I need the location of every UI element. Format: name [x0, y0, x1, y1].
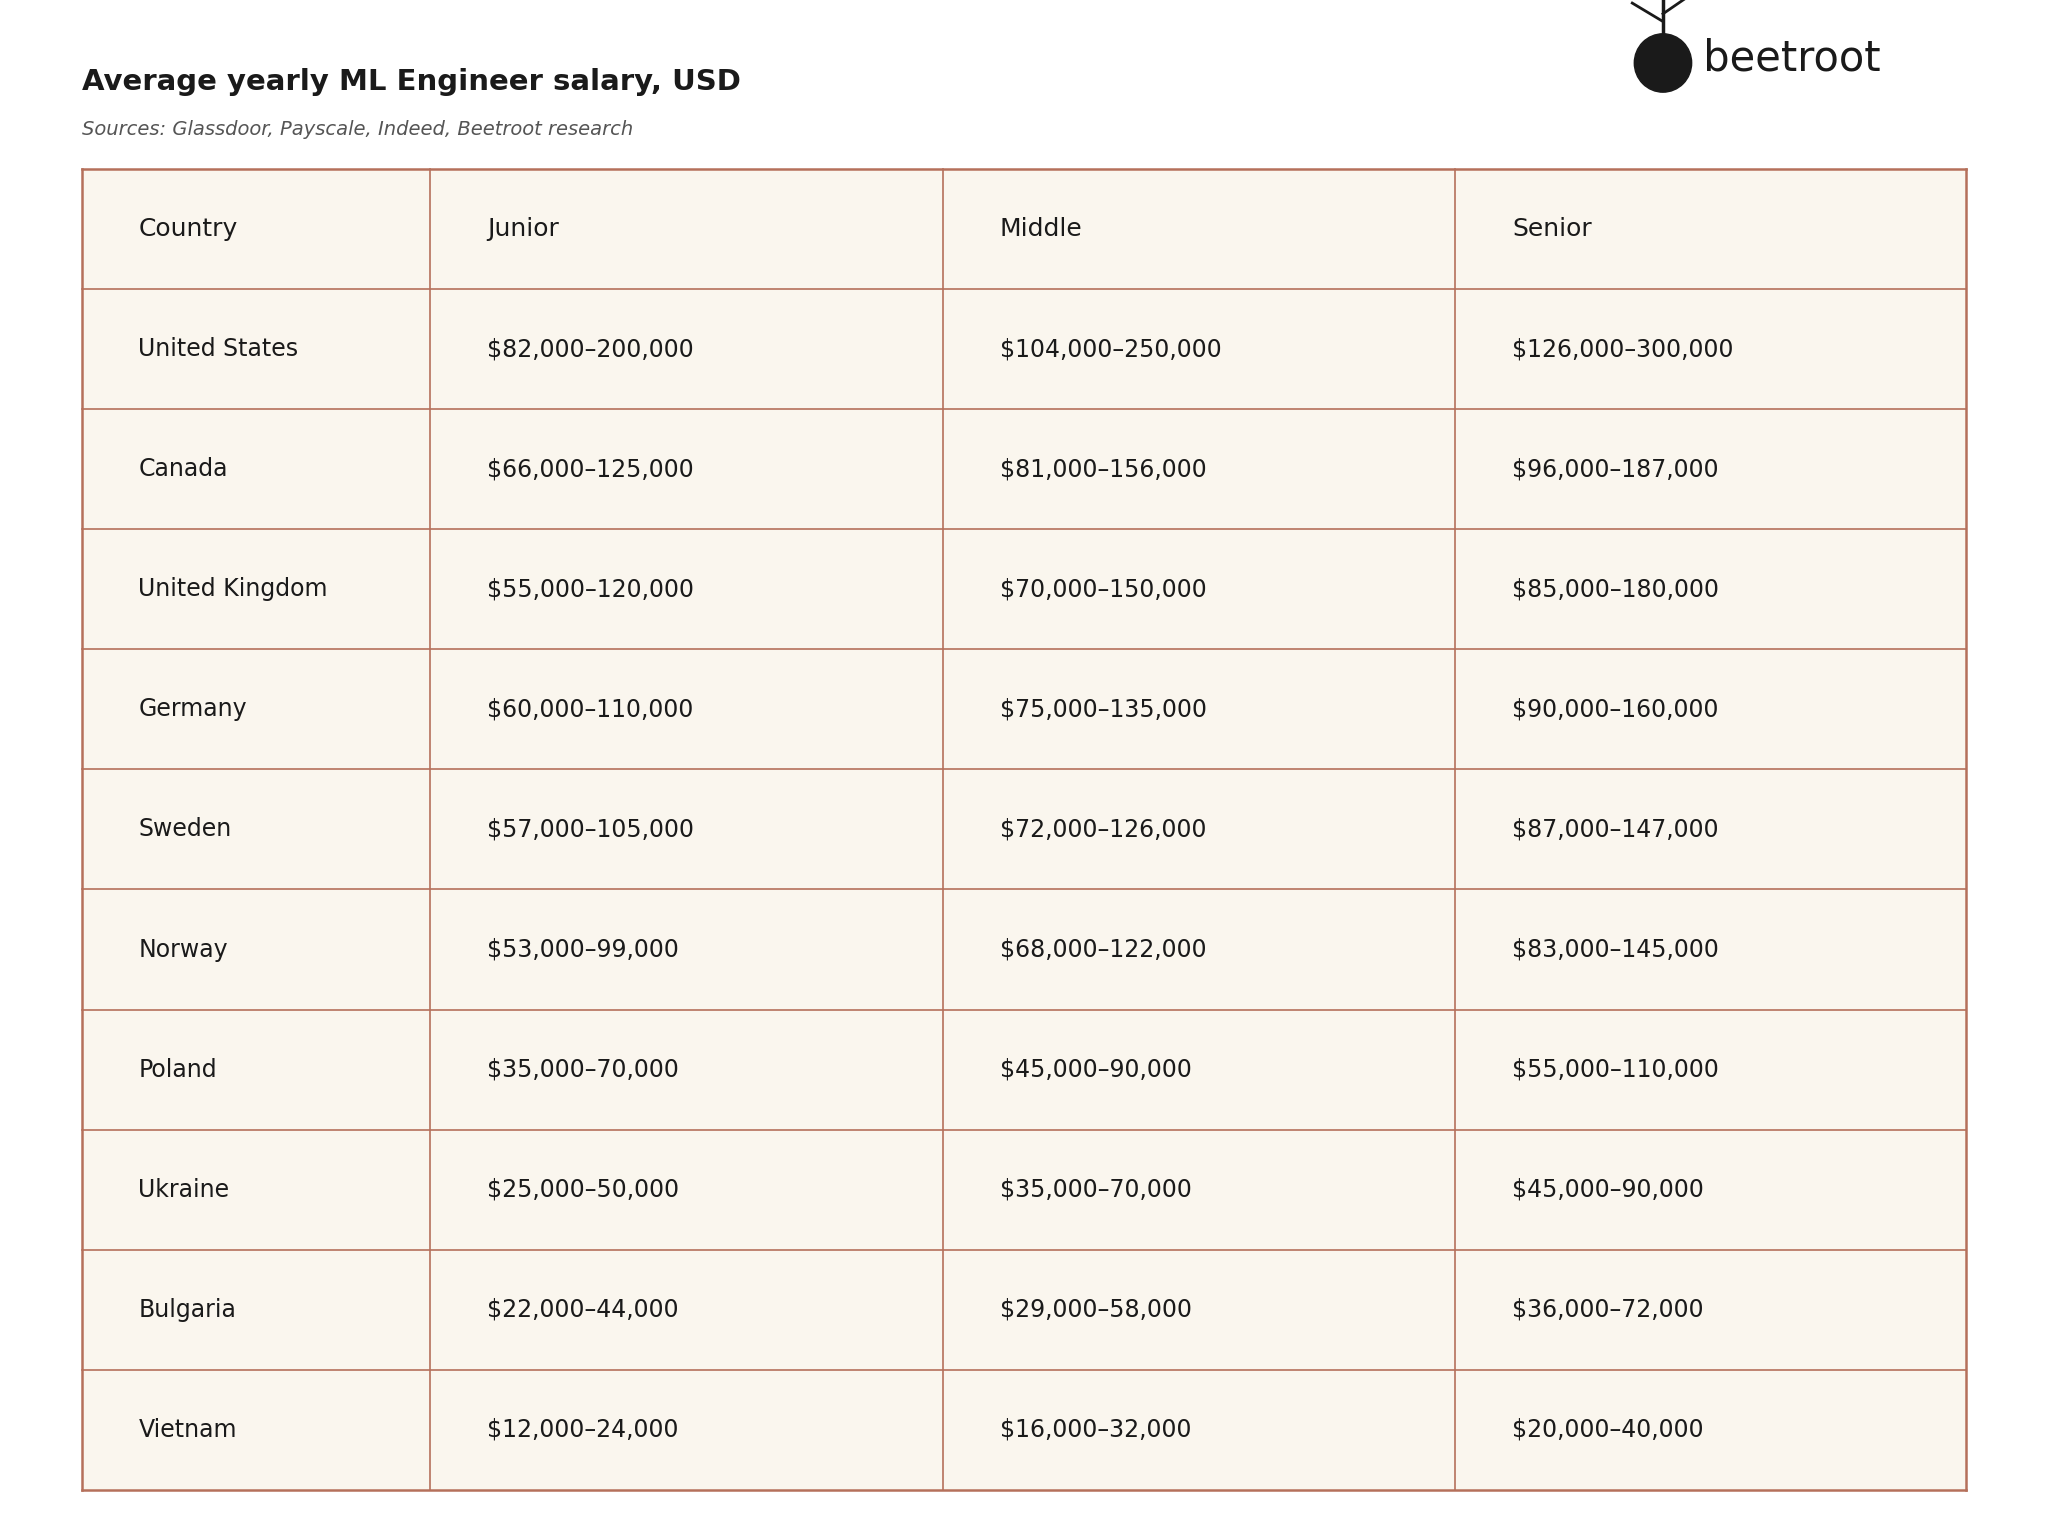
Text: $20,000–40,000: $20,000–40,000	[1511, 1418, 1704, 1442]
Text: $70,000–150,000: $70,000–150,000	[999, 578, 1206, 601]
Text: $82,000–200,000: $82,000–200,000	[487, 336, 694, 361]
Text: Senior: Senior	[1511, 217, 1591, 241]
Text: United States: United States	[139, 336, 299, 361]
Text: Country: Country	[139, 217, 238, 241]
Text: $83,000–145,000: $83,000–145,000	[1511, 937, 1718, 962]
Text: Middle: Middle	[999, 217, 1081, 241]
Text: $60,000–110,000: $60,000–110,000	[487, 697, 694, 722]
Text: $126,000–300,000: $126,000–300,000	[1511, 336, 1733, 361]
Text: $35,000–70,000: $35,000–70,000	[487, 1058, 678, 1081]
Text: Norway: Norway	[139, 937, 227, 962]
Text: $68,000–122,000: $68,000–122,000	[999, 937, 1206, 962]
Text: $96,000–187,000: $96,000–187,000	[1511, 458, 1718, 481]
Text: $75,000–135,000: $75,000–135,000	[999, 697, 1206, 722]
Text: $72,000–126,000: $72,000–126,000	[999, 817, 1206, 842]
Text: Vietnam: Vietnam	[139, 1418, 238, 1442]
Text: $85,000–180,000: $85,000–180,000	[1511, 578, 1718, 601]
Text: United Kingdom: United Kingdom	[139, 578, 328, 601]
Text: Sources: Glassdoor, Payscale, Indeed, Beetroot research: Sources: Glassdoor, Payscale, Indeed, Be…	[82, 120, 633, 138]
Text: Canada: Canada	[139, 458, 227, 481]
Text: Sweden: Sweden	[139, 817, 231, 842]
Text: $104,000–250,000: $104,000–250,000	[999, 336, 1221, 361]
Text: $22,000–44,000: $22,000–44,000	[487, 1298, 678, 1322]
Text: beetroot: beetroot	[1690, 37, 1880, 80]
Text: Poland: Poland	[139, 1058, 217, 1081]
FancyBboxPatch shape	[82, 169, 1966, 1490]
Text: $45,000–90,000: $45,000–90,000	[1511, 1178, 1704, 1201]
Text: $35,000–70,000: $35,000–70,000	[999, 1178, 1192, 1201]
Text: Average yearly ML Engineer salary, USD: Average yearly ML Engineer salary, USD	[82, 68, 741, 95]
Text: $55,000–110,000: $55,000–110,000	[1511, 1058, 1718, 1081]
Text: $29,000–58,000: $29,000–58,000	[999, 1298, 1192, 1322]
Text: $25,000–50,000: $25,000–50,000	[487, 1178, 680, 1201]
Text: Germany: Germany	[139, 697, 248, 722]
Text: $55,000–120,000: $55,000–120,000	[487, 578, 694, 601]
Text: $36,000–72,000: $36,000–72,000	[1511, 1298, 1704, 1322]
Text: $66,000–125,000: $66,000–125,000	[487, 458, 694, 481]
Text: Junior: Junior	[487, 217, 559, 241]
Text: $53,000–99,000: $53,000–99,000	[487, 937, 678, 962]
Text: $90,000–160,000: $90,000–160,000	[1511, 697, 1718, 722]
Text: $12,000–24,000: $12,000–24,000	[487, 1418, 678, 1442]
Text: Bulgaria: Bulgaria	[139, 1298, 236, 1322]
Text: $81,000–156,000: $81,000–156,000	[999, 458, 1206, 481]
Ellipse shape	[1634, 34, 1692, 92]
Text: Ukraine: Ukraine	[139, 1178, 229, 1201]
Text: $87,000–147,000: $87,000–147,000	[1511, 817, 1718, 842]
Text: $16,000–32,000: $16,000–32,000	[999, 1418, 1192, 1442]
Text: $45,000–90,000: $45,000–90,000	[999, 1058, 1192, 1081]
Text: $57,000–105,000: $57,000–105,000	[487, 817, 694, 842]
